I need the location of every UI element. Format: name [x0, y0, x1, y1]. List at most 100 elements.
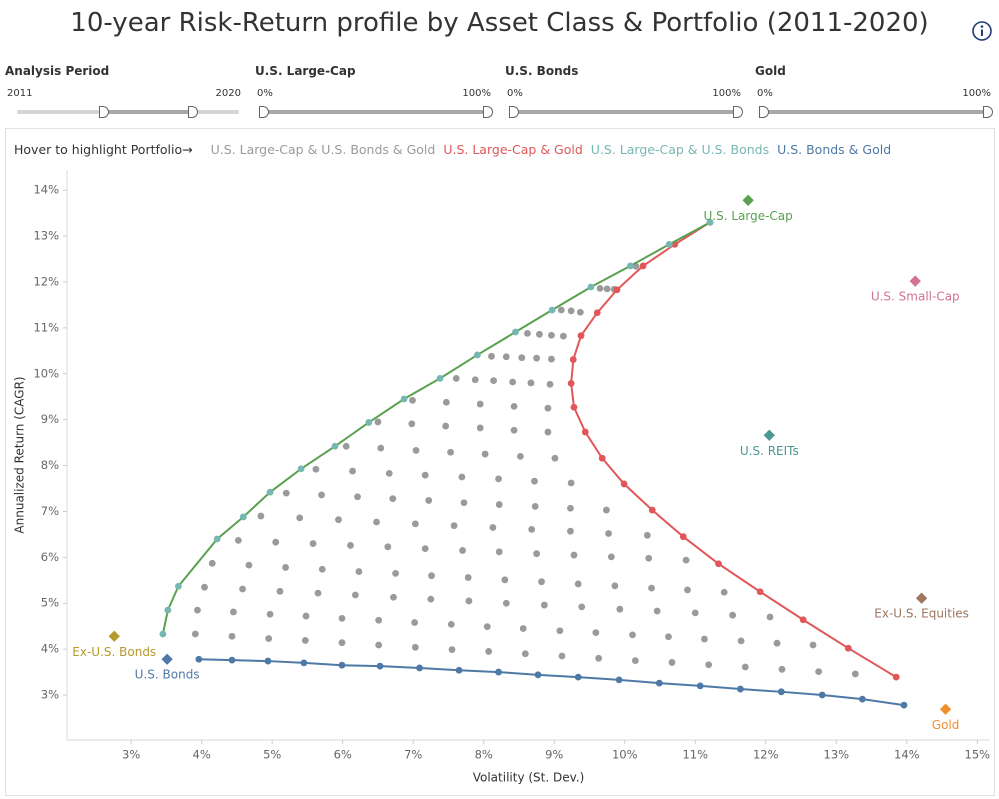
portfolio-point [574, 673, 582, 681]
slider-min-label: 0% [257, 88, 273, 99]
portfolio-point [495, 475, 502, 483]
portfolio-point [452, 374, 460, 382]
slider-min-label: 0% [507, 88, 523, 99]
slider-handle[interactable] [483, 106, 493, 118]
portfolio-point [577, 332, 585, 340]
portfolio-point [483, 623, 491, 631]
portfolio-point [481, 450, 489, 458]
portfolio-point [665, 240, 673, 248]
portfolio-point [411, 619, 419, 626]
portfolio-point [282, 564, 289, 571]
portfolio-point [476, 400, 484, 408]
portfolio-point [421, 545, 429, 553]
portfolio-point [603, 506, 610, 514]
portfolio-point [338, 661, 346, 669]
legend-item[interactable]: U.S. Bonds & Gold [777, 142, 892, 157]
portfolio-point [766, 613, 774, 621]
legend-item[interactable]: U.S. Large-Cap & U.S. Bonds & Gold [210, 142, 436, 157]
slider-track[interactable] [509, 106, 743, 118]
legend-item[interactable]: U.S. Large-Cap & Gold [443, 142, 583, 157]
portfolio-point [705, 661, 713, 669]
portfolio-point [567, 380, 575, 387]
portfolio-point [720, 588, 728, 596]
portfolio-point [385, 469, 393, 477]
portfolio-point [540, 601, 548, 609]
portfolio-point [569, 356, 577, 363]
portfolio-point [488, 352, 495, 360]
portfolio-point [208, 559, 216, 567]
y-tick-label: 9% [41, 412, 59, 426]
slider-track[interactable] [259, 106, 493, 118]
filter-label: U.S. Bonds [505, 64, 579, 78]
portfolio-point [510, 426, 518, 434]
asset-class-label: Ex-U.S. Equities [874, 607, 969, 621]
portfolio-point [567, 307, 575, 315]
portfolio-point [347, 542, 354, 549]
y-tick-label: 7% [41, 504, 59, 518]
info-icon[interactable] [970, 19, 994, 43]
portfolio-point [276, 587, 284, 595]
portfolio-point [425, 497, 433, 504]
portfolio-point [409, 396, 416, 404]
x-tick-label: 15% [965, 748, 991, 762]
slider-max-label: 100% [462, 88, 491, 99]
portfolio-point [546, 380, 554, 388]
portfolio-point [682, 556, 690, 564]
slider-handle[interactable] [759, 106, 769, 118]
portfolio-point [495, 548, 503, 556]
portfolio-point [756, 588, 764, 596]
slider-track[interactable] [759, 106, 993, 118]
portfolio-point [567, 479, 575, 487]
x-tick-label: 10% [612, 748, 638, 762]
portfolio-point [648, 584, 655, 592]
portfolio-point [626, 262, 634, 270]
asset-class-label: U.S. Bonds [135, 668, 200, 682]
portfolio-point [314, 589, 322, 597]
portfolio-point [301, 637, 309, 644]
legend-item[interactable]: U.S. Large-Cap & U.S. Bonds [590, 142, 770, 157]
portfolio-point [502, 599, 510, 607]
slider-handle[interactable] [188, 106, 198, 118]
slider-handle[interactable] [99, 106, 109, 118]
slider-handle[interactable] [983, 106, 993, 118]
portfolio-point [587, 283, 595, 291]
portfolio-point [302, 612, 310, 620]
portfolio-point [365, 419, 373, 426]
portfolio-point [266, 488, 274, 496]
portfolio-point [228, 656, 236, 664]
slider-handle[interactable] [259, 106, 269, 118]
portfolio-point [351, 591, 359, 599]
portfolio-point [777, 688, 785, 696]
portfolio-point [338, 639, 346, 647]
portfolio-point [592, 629, 600, 637]
portfolio-point [194, 606, 201, 614]
portfolio-point [613, 286, 621, 294]
legend: Hover to highlight Portfolio→ U.S. Large-… [14, 142, 891, 157]
portfolio-point [844, 644, 852, 652]
portfolio-point [605, 530, 612, 537]
y-tick-label: 14% [33, 183, 59, 197]
portfolio-point [442, 398, 450, 406]
portfolio-point [389, 495, 397, 502]
y-tick-label: 6% [41, 550, 59, 564]
portfolio-point [679, 533, 687, 541]
slider-track[interactable] [17, 106, 239, 118]
portfolio-point [668, 659, 676, 666]
portfolio-point [495, 668, 502, 676]
y-tick-label: 11% [33, 320, 59, 334]
portfolio-point [655, 679, 663, 687]
x-tick-label: 14% [894, 748, 920, 762]
asset-class-point [161, 653, 173, 665]
slider-min-label: 0% [757, 88, 773, 99]
portfolio-point [442, 422, 450, 430]
slider-handle[interactable] [509, 106, 519, 118]
x-tick-label: 5% [263, 748, 281, 762]
x-tick-label: 9% [545, 748, 563, 762]
portfolio-point [516, 452, 524, 460]
x-tick-label: 6% [334, 748, 352, 762]
slider-handle[interactable] [733, 106, 743, 118]
portfolio-point [476, 424, 484, 432]
portfolio-point [715, 560, 722, 568]
portfolio-point [557, 306, 565, 314]
